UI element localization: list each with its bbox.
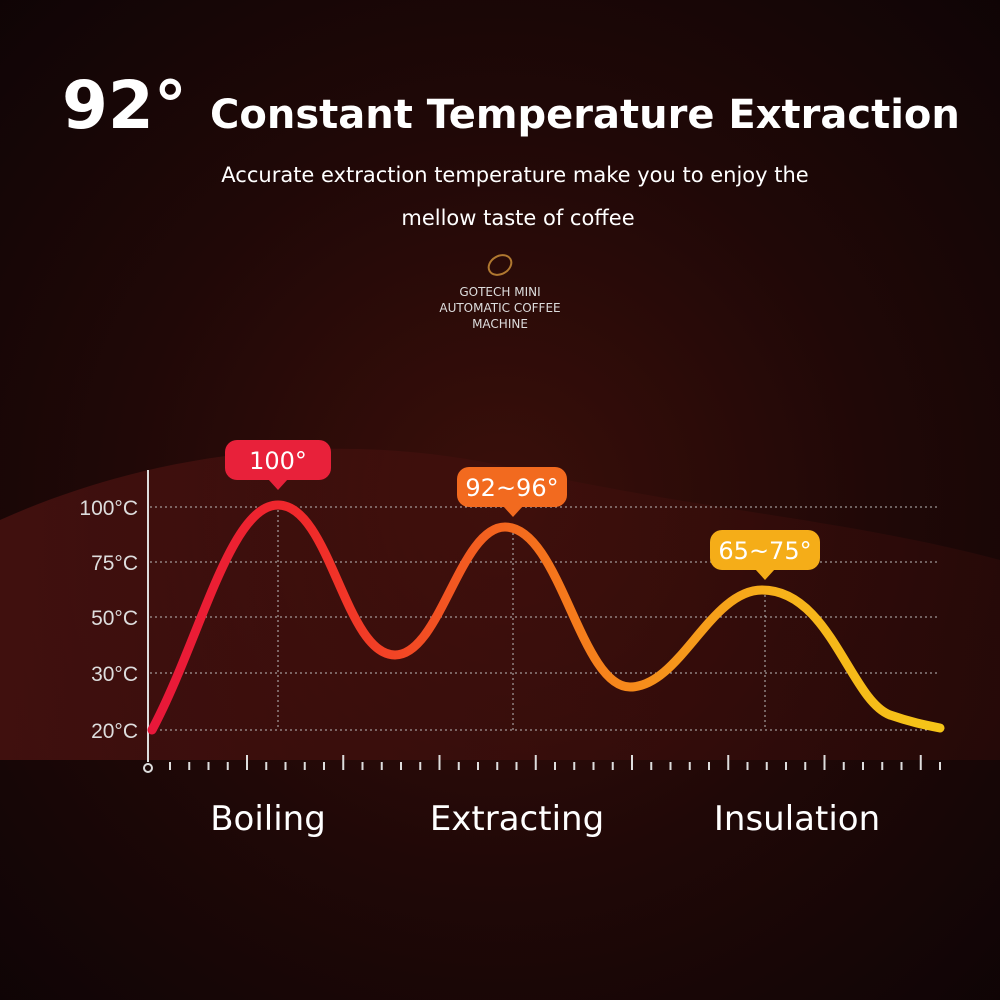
- subtitle: mellow taste of coffee: [401, 206, 634, 230]
- subtitle: Accurate extraction temperature make you…: [221, 163, 808, 187]
- y-tick-label: 75°C: [91, 552, 138, 575]
- callout: 100°: [225, 440, 331, 490]
- axis-origin: [143, 763, 153, 773]
- callout: 92~96°: [457, 467, 567, 517]
- phase-label: Boiling: [210, 799, 326, 839]
- y-tick-label: 20°C: [91, 720, 138, 743]
- logo-text: MACHINE: [472, 317, 528, 331]
- x-ticks: [169, 755, 941, 770]
- y-tick-label: 100°C: [79, 497, 138, 520]
- callout-label: 92~96°: [465, 474, 558, 502]
- callout: 65~75°: [710, 530, 820, 580]
- y-tick-label: 30°C: [91, 663, 138, 686]
- phase-label: Extracting: [430, 799, 604, 839]
- title: Constant Temperature Extraction: [210, 92, 960, 138]
- callout-label: 100°: [249, 447, 307, 475]
- callout-label: 65~75°: [718, 537, 811, 565]
- logo-text: GOTECH MINI: [459, 285, 540, 299]
- big-temp: 92°: [62, 67, 187, 144]
- phase-label: Insulation: [714, 799, 880, 839]
- logo-icon: [487, 254, 513, 276]
- y-tick-label: 50°C: [91, 607, 138, 630]
- logo-text: AUTOMATIC COFFEE: [439, 301, 560, 315]
- temperature-curve: [147, 500, 945, 735]
